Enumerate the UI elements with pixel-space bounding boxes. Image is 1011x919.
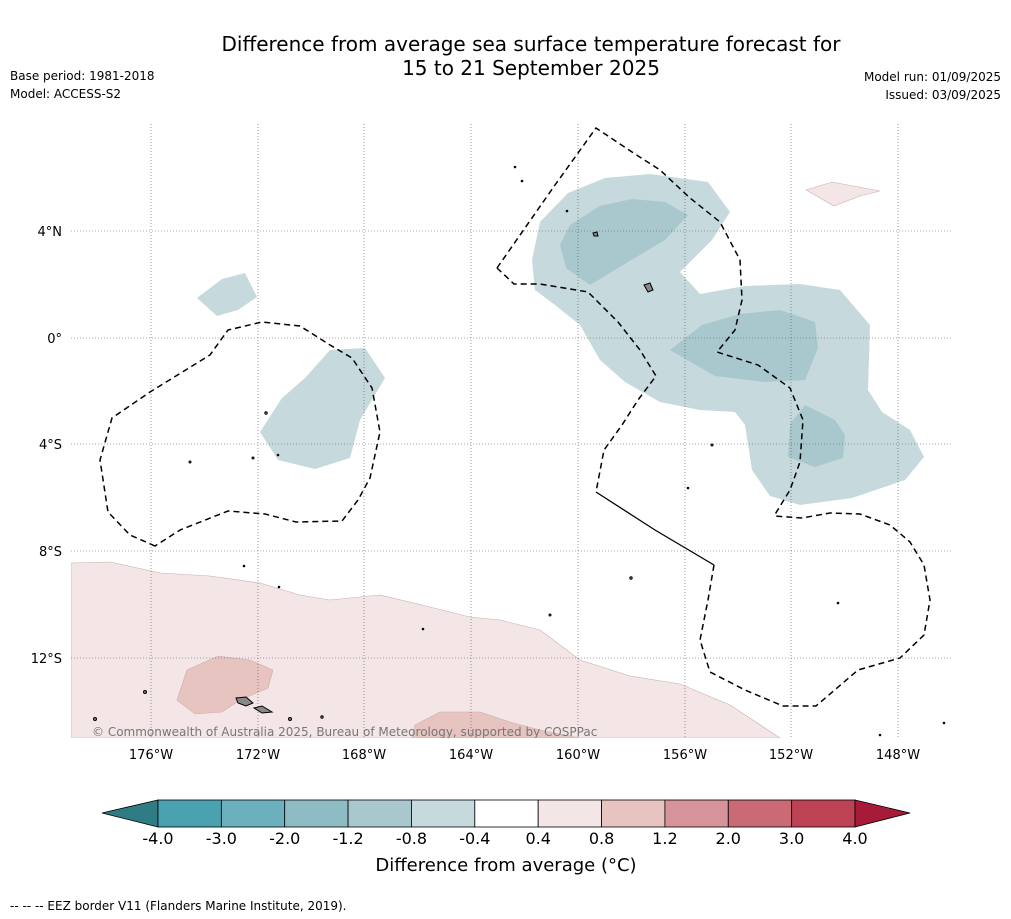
colorbar-tick-label: -1.2 (332, 829, 363, 848)
colorbar-tick-label: 0.4 (525, 829, 550, 848)
colorbar-cell (347, 799, 412, 828)
issued-date: Issued: 03/09/2025 (885, 88, 1001, 102)
lon-label: 148°W (876, 748, 920, 763)
colorbar-over-arrow (854, 799, 911, 828)
colorbar-cells (157, 799, 856, 828)
colorbar-tick-label: 1.2 (652, 829, 677, 848)
colorbar-tick-label: -4.0 (142, 829, 173, 848)
lon-label: 168°W (342, 748, 386, 763)
base-period: Base period: 1981-2018 (10, 69, 155, 83)
metadata-right: Model run: 01/09/2025 Issued: 03/09/2025 (864, 68, 1001, 104)
title-line-1: Difference from average sea surface temp… (221, 32, 841, 56)
eez-border-central (496, 126, 804, 517)
lon-label: 160°W (556, 748, 600, 763)
eez-border-west (99, 321, 381, 547)
colorbar-cell (474, 799, 539, 828)
latitude-labels: 4°N 0° 4°S 8°S 12°S (31, 225, 62, 667)
colorbar-cell (601, 799, 666, 828)
lon-label: 176°W (129, 748, 173, 763)
colorbar: -4.0 -3.0 -2.0 -1.2 -0.8 -0.4 0.4 0.8 1.2 2.0 3.0 4… (101, 799, 911, 848)
cool-anomaly-core-1 (560, 199, 688, 285)
cool-anomaly-core-2 (670, 310, 818, 382)
map-title: Difference from average sea surface temp… (0, 32, 1011, 80)
lon-label: 152°W (769, 748, 813, 763)
island-upolu (235, 696, 254, 707)
island-small-1 (592, 231, 599, 237)
colorbar-cell (664, 799, 729, 828)
colorbar-tick-label: 4.0 (842, 829, 867, 848)
lat-label: 4°N (38, 225, 63, 240)
colorbar-tick-label: -2.0 (269, 829, 300, 848)
map-plot-area: © Commonwealth of Australia 2025, Bureau… (71, 124, 951, 739)
colorbar-tick-label: 3.0 (779, 829, 804, 848)
colorbar-tick-label: -0.8 (396, 829, 427, 848)
title-line-2: 15 to 21 September 2025 (402, 56, 660, 80)
colorbar-title: Difference from average (°C) (375, 855, 637, 876)
island-savaii (252, 705, 274, 714)
colorbar-cell (727, 799, 793, 828)
islands (93, 165, 946, 737)
eez-border-central-2 (496, 267, 657, 493)
lat-label: 8°S (39, 545, 62, 560)
colorbar-tick-label: -0.4 (459, 829, 490, 848)
warm-anomaly-patch-1 (176, 655, 274, 715)
lat-label: 12°S (31, 652, 62, 667)
model-run: Model run: 01/09/2025 (863, 70, 1001, 84)
colorbar-cell (791, 799, 856, 828)
colorbar-cell (284, 799, 349, 828)
colorbar-cell (411, 799, 476, 828)
cool-anomaly-core-3 (788, 405, 845, 467)
model-name: Model: ACCESS-S2 (10, 87, 122, 101)
colorbar-tick-label: 2.0 (716, 829, 741, 848)
colorbar-cell (537, 799, 602, 828)
colorbar-cell (157, 799, 222, 828)
cool-anomaly-west (260, 348, 385, 469)
warm-anomaly-patch-north (805, 181, 881, 207)
colorbar-tick-label: 0.8 (589, 829, 614, 848)
eez-border-solid (595, 491, 715, 566)
cool-anomaly-west-small (197, 273, 257, 316)
warm-anomaly-area (71, 561, 781, 738)
warm-anomaly-patch-2 (411, 711, 581, 738)
lat-label: 0° (47, 332, 62, 347)
eez-legend-note: -- -- -- EEZ border V11 (Flanders Marine… (10, 899, 347, 913)
graticule (71, 124, 951, 738)
colorbar-tick-label: -3.0 (206, 829, 237, 848)
copyright-notice: © Commonwealth of Australia 2025, Bureau… (92, 725, 597, 739)
eez-border-central-3 (699, 512, 931, 707)
longitude-labels: 176°W 172°W 168°W 164°W 160°W 156°W 152°… (129, 748, 920, 763)
colorbar-tick-labels: -4.0 -3.0 -2.0 -1.2 -0.8 -0.4 0.4 0.8 1.2 2.0 3.0 4… (142, 829, 867, 848)
metadata-left: Base period: 1981-2018 Model: ACCESS-S2 (10, 67, 155, 103)
island-kiritimati (643, 282, 654, 293)
lon-label: 172°W (236, 748, 280, 763)
colorbar-cell (220, 799, 286, 828)
eez-borders (99, 126, 931, 707)
colorbar-under-arrow (101, 799, 159, 828)
lon-label: 156°W (663, 748, 707, 763)
lon-label: 164°W (449, 748, 493, 763)
lat-label: 4°S (39, 438, 62, 453)
